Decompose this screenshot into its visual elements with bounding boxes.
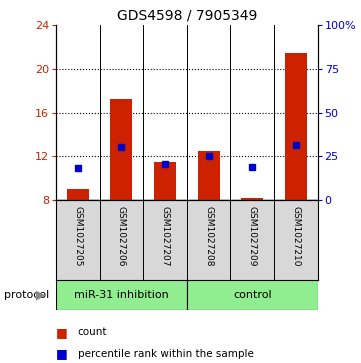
Text: percentile rank within the sample: percentile rank within the sample	[78, 349, 253, 359]
Text: ▶: ▶	[36, 289, 46, 301]
Text: count: count	[78, 327, 107, 337]
Title: GDS4598 / 7905349: GDS4598 / 7905349	[117, 9, 257, 23]
Bar	[110, 99, 132, 200]
Bar	[56, 280, 187, 310]
Bar	[154, 162, 176, 200]
Bar	[285, 53, 307, 200]
Text: GSM1027208: GSM1027208	[204, 206, 213, 266]
Text: miR-31 inhibition: miR-31 inhibition	[74, 290, 169, 300]
Text: protocol: protocol	[4, 290, 49, 300]
Text: GSM1027209: GSM1027209	[248, 206, 257, 266]
Text: GSM1027207: GSM1027207	[161, 206, 170, 266]
Bar	[67, 189, 89, 200]
Text: GSM1027210: GSM1027210	[291, 206, 300, 266]
Text: ■: ■	[56, 326, 68, 339]
Bar	[187, 280, 318, 310]
Text: GSM1027206: GSM1027206	[117, 206, 126, 266]
Text: control: control	[233, 290, 271, 300]
Text: ■: ■	[56, 347, 68, 360]
Text: GSM1027205: GSM1027205	[73, 206, 82, 266]
Bar	[242, 198, 263, 200]
Bar	[198, 151, 219, 200]
